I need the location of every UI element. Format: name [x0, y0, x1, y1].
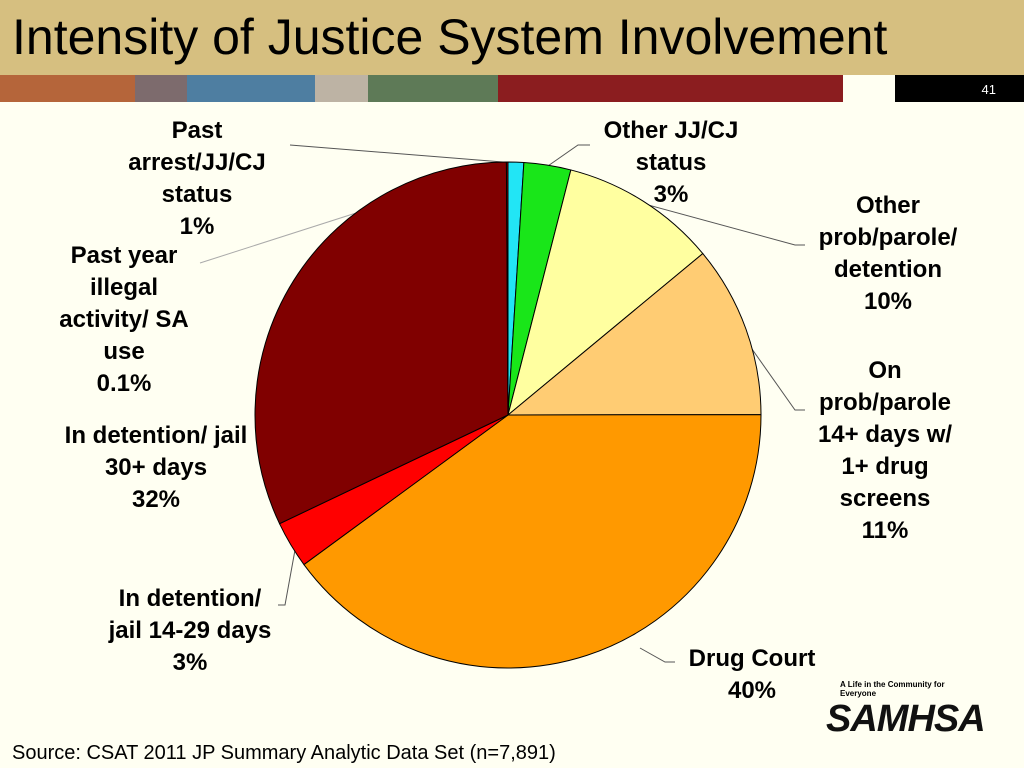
strip: [0, 75, 135, 102]
leader-line: [734, 324, 805, 411]
value-label: 40%: [727, 677, 777, 704]
category-label: Past arrest/JJ/CJ status: [128, 117, 266, 208]
value-label: 32%: [131, 486, 181, 513]
value-label: 0.1%: [96, 370, 152, 397]
logo-tagline: A Life in the Community for Everyone: [840, 680, 945, 698]
category-label: In detention/ jail 14-29 days: [108, 585, 272, 644]
value-label: 3%: [653, 181, 689, 208]
category-label: Drug Court: [688, 645, 816, 672]
category-label: In detention/ jail 30+ days: [64, 422, 248, 481]
category-label: On prob/parole 14+ days w/ 1+ drug scree…: [817, 357, 953, 512]
strip: [498, 75, 843, 102]
leader-line: [289, 144, 516, 164]
strip: [315, 75, 368, 102]
slice-label: On prob/parole 14+ days w/ 1+ drug scree…: [803, 355, 968, 547]
chart-title: Intensity of Justice System Involvement: [12, 9, 888, 65]
pie-slice: [254, 161, 509, 525]
slice-label: In detention/ jail 14-29 days 3%: [103, 583, 278, 679]
slide-number: 41: [981, 82, 996, 97]
logo-name: SAMHSA: [826, 698, 986, 740]
strip: [368, 75, 498, 102]
leader-line: [629, 199, 805, 246]
strip: [135, 75, 187, 102]
pie-slice: [506, 252, 762, 416]
pie-slice: [303, 414, 762, 669]
slice-label: Other prob/parole/ detention 10%: [803, 190, 973, 318]
category-label: Other prob/parole/ detention: [818, 192, 958, 283]
category-label: Other JJ/CJ status: [603, 117, 739, 176]
strip: [187, 75, 315, 102]
slice-label: Other JJ/CJ status 3%: [586, 115, 756, 211]
slice-label: Past arrest/JJ/CJ status 1%: [122, 115, 272, 243]
category-label: Past year illegal activity/ SA use: [59, 242, 189, 365]
value-label: 11%: [861, 517, 909, 544]
value-label: 3%: [172, 649, 208, 676]
slice-label: In detention/ jail 30+ days 32%: [61, 420, 251, 516]
value-label: 1%: [179, 213, 215, 240]
slide-number-box: 41: [895, 75, 1024, 102]
slice-label: Past year illegal activity/ SA use 0.1%: [44, 240, 204, 400]
leader-line: [639, 647, 675, 663]
leader-line: [278, 549, 296, 606]
value-label: 10%: [863, 288, 913, 315]
pie-slice: [505, 161, 509, 416]
source-note: Source: CSAT 2011 JP Summary Analytic Da…: [12, 742, 556, 764]
logo: A Life in the Community for Everyone SAM…: [810, 680, 986, 741]
pie-slice: [507, 169, 704, 417]
slice-label: Drug Court 40%: [667, 643, 837, 707]
title-bar: Intensity of Justice System Involvement: [0, 0, 1024, 75]
leader-line: [544, 144, 590, 169]
